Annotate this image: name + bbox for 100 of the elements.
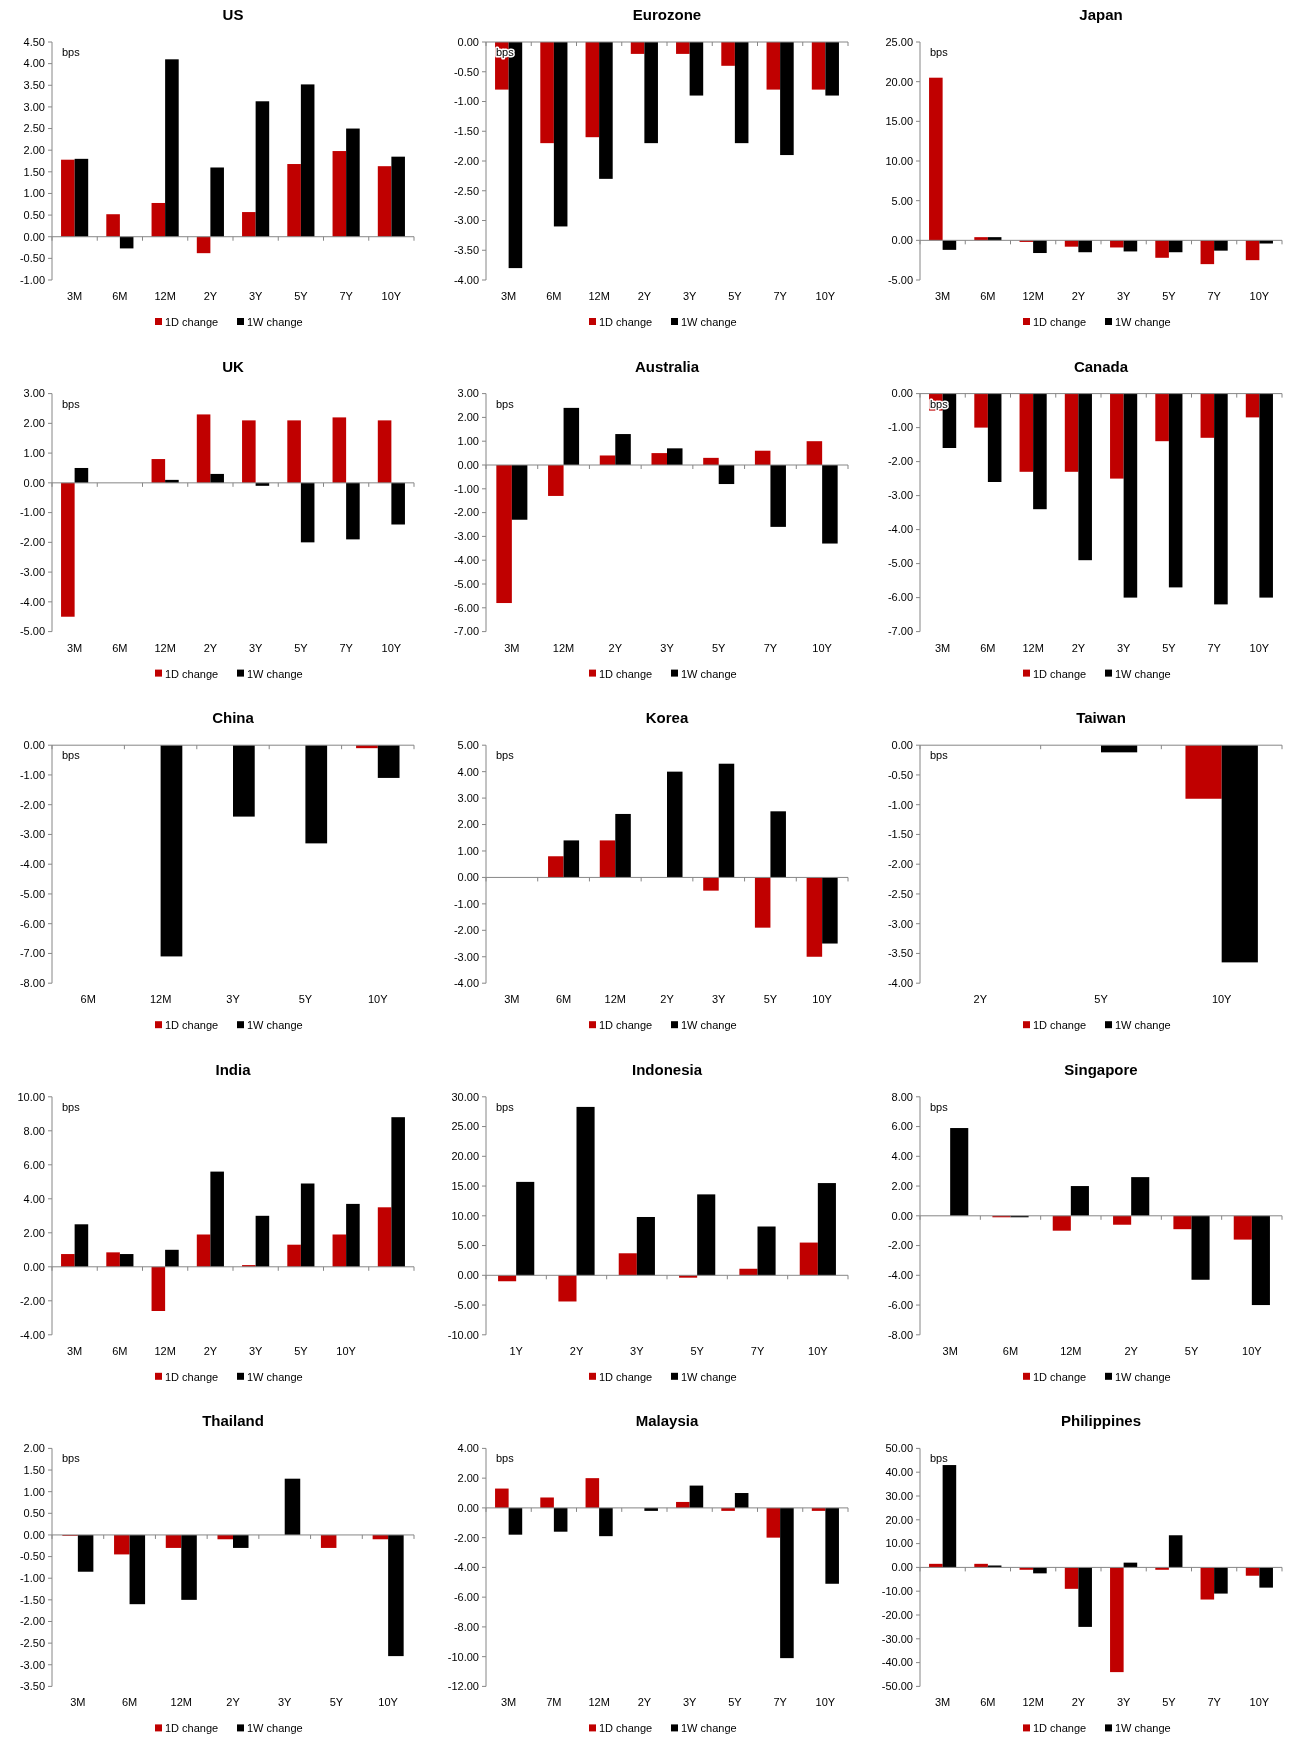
y-tick-label: -4.00 [19, 595, 45, 608]
x-tick-label: 2Y [660, 993, 675, 1006]
x-tick-label: 7Y [1207, 1696, 1222, 1709]
y-tick-label: 0.00 [891, 739, 913, 752]
y-tick-label: 20.00 [451, 1150, 479, 1163]
x-tick-label: 5Y [763, 993, 778, 1006]
y-tick-label: 0.00 [457, 35, 479, 48]
y-tick-label: -8.00 [887, 1328, 913, 1341]
y-tick-label: 3.00 [23, 387, 45, 400]
x-tick-label: 12M [604, 993, 626, 1006]
y-tick-label: -4.00 [887, 1269, 913, 1282]
x-tick-label: 3M [504, 993, 520, 1006]
y-tick-label: -1.50 [453, 125, 479, 138]
x-tick-label: 3Y [660, 641, 675, 654]
x-tick-label: 5Y [1094, 993, 1109, 1006]
x-tick-label: 6M [121, 1696, 138, 1709]
legend-label: 1D change [599, 1370, 653, 1383]
x-tick-label: 7Y [773, 1696, 788, 1709]
x-tick-label: 12M [154, 641, 176, 654]
x-tick-label: 12M [1060, 1344, 1082, 1357]
x-tick-label: 5Y [728, 1696, 743, 1709]
y-tick-label: 10.00 [885, 1537, 913, 1550]
y-tick-label: 30.00 [451, 1090, 479, 1103]
x-tick-label: 10Y [808, 1344, 829, 1357]
x-tick-label: 3M [70, 1696, 86, 1709]
y-tick-label: -5.00 [887, 273, 913, 286]
y-tick-label: 2.50 [23, 122, 45, 135]
y-tick-label: 50.00 [885, 1442, 913, 1455]
x-tick-label: 5Y [1162, 290, 1177, 302]
y-tick-label: -7.00 [453, 625, 479, 638]
y-tick-label: -2.00 [887, 858, 913, 871]
x-tick-label: 3M [934, 641, 951, 654]
y-tick-label: -6.00 [19, 917, 45, 930]
x-tick-label: 2Y [973, 993, 988, 1006]
x-tick-label: 10Y [1249, 1696, 1270, 1709]
y-tick-label: 20.00 [885, 1513, 913, 1526]
x-tick-label: 2Y [1071, 1696, 1086, 1709]
y-tick-label: -5.00 [19, 625, 45, 638]
y-tick-label: -3.00 [453, 530, 479, 543]
x-tick-label: 2Y [1071, 641, 1086, 654]
y-tick-label: -2.00 [887, 455, 913, 468]
y-axis-title: bps [62, 749, 81, 762]
x-tick-label: 10Y [815, 290, 836, 302]
y-tick-label: -40.00 [881, 1656, 913, 1669]
legend-label: 1D change [165, 1722, 219, 1735]
legend-label: 1D change [599, 1019, 653, 1032]
y-tick-label: 8.00 [891, 1090, 913, 1103]
y-tick-label: -2.00 [19, 1615, 45, 1628]
x-tick-label: 10Y [1242, 1344, 1263, 1357]
y-tick-label: -3.00 [887, 917, 913, 930]
y-tick-label: -4.00 [19, 858, 45, 871]
x-tick-label: 2Y [1124, 1344, 1139, 1357]
legend-label: 1W change [247, 1370, 303, 1383]
x-tick-label: 12M [552, 641, 575, 654]
x-tick-label: 3Y [682, 1696, 698, 1709]
y-tick-label: 0.00 [23, 230, 45, 243]
chart-title: UK [222, 357, 244, 375]
y-axis-title: bps [62, 1100, 81, 1113]
x-tick-label: 2Y [637, 1696, 652, 1709]
y-tick-label: 4.00 [23, 57, 45, 70]
x-tick-label: 3Y [248, 1344, 264, 1357]
y-tick-label: -3.00 [19, 828, 45, 841]
y-axis-title: bps [930, 1100, 949, 1113]
y-tick-label: -4.00 [453, 554, 479, 567]
x-tick-label: 10Y [812, 641, 833, 654]
x-tick-label: 12M [149, 993, 172, 1006]
y-tick-label: 2.00 [23, 1226, 45, 1239]
y-tick-label: 2.00 [891, 1179, 913, 1192]
y-tick-label: 2.00 [23, 417, 45, 430]
y-tick-label: -4.00 [19, 1328, 45, 1341]
y-tick-label: 6.00 [23, 1158, 45, 1171]
y-tick-label: -3.00 [19, 565, 45, 578]
y-tick-label: -2.00 [453, 154, 479, 167]
legend-label: 1W change [1115, 1019, 1171, 1032]
y-axis-title: bps [62, 397, 81, 410]
x-tick-label: 3M [942, 1344, 958, 1357]
x-tick-label: 7M [546, 1696, 562, 1709]
y-tick-label: -1.00 [453, 897, 479, 910]
y-tick-label: 0.00 [23, 1528, 45, 1541]
chart-title: India [215, 1060, 252, 1078]
y-tick-label: 1.00 [23, 187, 45, 200]
y-tick-label: -10.00 [447, 1328, 479, 1341]
chart-title: Malaysia [635, 1412, 699, 1430]
y-tick-label: 0.00 [457, 458, 479, 471]
y-tick-label: -6.00 [453, 1591, 479, 1603]
x-tick-label: 7Y [763, 641, 778, 654]
x-tick-label: 7Y [339, 290, 354, 302]
y-tick-label: 5.00 [891, 194, 913, 207]
x-tick-label: 2Y [569, 1344, 584, 1357]
x-tick-label: 7Y [773, 290, 788, 302]
x-tick-label: 3M [66, 1344, 83, 1357]
legend-label: 1W change [247, 1722, 303, 1735]
x-tick-label: 6M [112, 641, 128, 654]
y-tick-label: 15.00 [451, 1179, 479, 1192]
legend-label: 1W change [681, 1722, 737, 1735]
x-tick-label: 3M [934, 1696, 951, 1709]
y-tick-label: -0.50 [453, 65, 479, 78]
x-tick-label: 5Y [1184, 1344, 1199, 1357]
x-tick-label: 6M [980, 1696, 996, 1709]
x-tick-label: 10Y [1249, 290, 1270, 302]
